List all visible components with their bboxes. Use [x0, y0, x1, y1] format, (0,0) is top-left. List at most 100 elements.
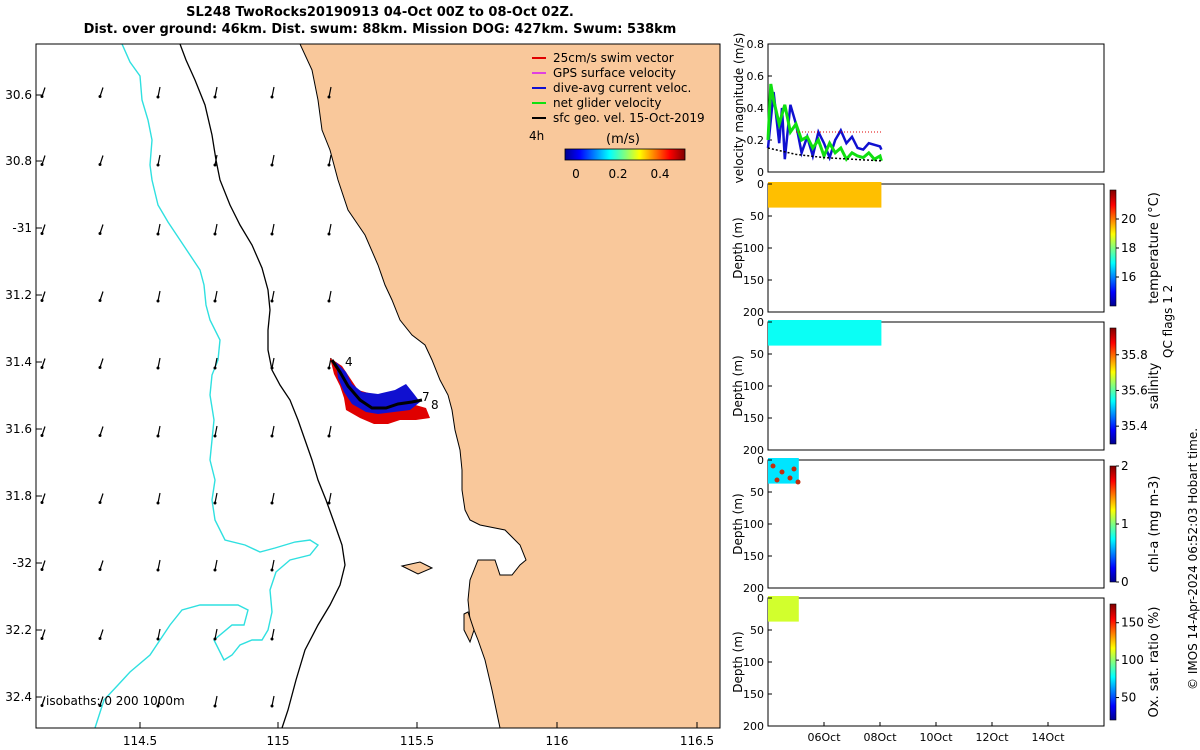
sfc-velocity-arrow — [327, 86, 332, 99]
lat-tick-label: -32 — [12, 556, 32, 570]
lat-tick-label: 32.2 — [5, 623, 32, 637]
sfc-velocity-arrow — [327, 492, 332, 505]
track-label-8: 8 — [431, 398, 439, 412]
sfc-velocity-arrow — [156, 357, 161, 370]
colorbar-unit: (m/s) — [606, 132, 640, 147]
sfc-velocity-arrow — [270, 86, 275, 99]
lat-axis: 30.6 30.8 -31 31.2 31.4 31.6 31.8 -32 32.2 32.4 — [5, 88, 42, 704]
lat-tick-label: 30.8 — [5, 154, 32, 168]
depth-ytick-label: 0 — [757, 592, 764, 605]
lat-tick-label: 31.2 — [5, 288, 32, 302]
depth-axes — [767, 597, 1105, 727]
sfc-velocity-arrow — [156, 492, 161, 505]
depth-ytick-label: 50 — [750, 348, 764, 361]
velocity-ytick-label: 0.4 — [747, 102, 765, 115]
map-frame — [35, 43, 721, 729]
lon-tick-label: 114.5 — [123, 734, 157, 748]
title-line-1: SL248 TwoRocks20190913 04-Oct 00Z to 08-… — [186, 5, 574, 20]
depth-colorbar-tick-label: 35.6 — [1121, 383, 1148, 397]
sfc-velocity-arrow — [213, 425, 218, 438]
sfc-velocity-arrow — [213, 357, 218, 370]
sfc-velocity-arrow — [156, 425, 161, 438]
velocity-series-line — [767, 147, 882, 162]
figure-title: SL248 TwoRocks20190913 04-Oct 00Z to 08-… — [0, 4, 760, 38]
velocity-ylabel: velocity magnitude (m/s) — [732, 33, 746, 184]
sfc-velocity-arrow — [270, 357, 275, 370]
sfc-velocity-arrow — [40, 224, 46, 235]
depth-ylabel: Depth (m) — [731, 355, 745, 416]
title-line-2: Dist. over ground: 46km. Dist. swum: 88k… — [83, 22, 677, 37]
sfc-velocity-arrow — [213, 223, 218, 236]
legend-label: GPS surface velocity — [553, 66, 676, 80]
isobaths-text: isobaths: 0 200 1000m — [46, 694, 185, 708]
sfc-velocity-arrow — [98, 358, 104, 369]
depth-colorbar — [1109, 189, 1117, 307]
depth-colorbar-label: Ox. sat. ratio (%) — [1147, 607, 1162, 718]
depth-ylabel: Depth (m) — [731, 217, 745, 278]
legend-label: 25cm/s swim vector — [553, 51, 674, 65]
isobaths-legend: isobaths: 0 200 1000m — [46, 694, 185, 708]
chl-hotspot — [774, 477, 780, 483]
sfc-velocity-arrow — [156, 290, 161, 303]
depth-colorbar-tick-label: 100 — [1121, 653, 1144, 667]
lat-tick-label: 31.6 — [5, 422, 32, 436]
depth-colorbar-tick-label: 35.8 — [1121, 348, 1148, 362]
sfc-velocity-arrow — [40, 493, 46, 504]
chl-hotspot — [779, 469, 785, 475]
legend-label: net glider velocity — [553, 96, 661, 110]
sfc-velocity-arrow — [213, 559, 218, 572]
glider-track: 4 7 8 — [330, 355, 439, 424]
depth-ytick-label: 200 — [743, 306, 764, 319]
speed-colorbar: (m/s) 0 0.2 0.4 — [564, 132, 686, 181]
depth-colorbar-tick-label: 20 — [1121, 212, 1136, 226]
colorbar-tick-label: 0.2 — [608, 167, 627, 181]
sfc-velocity-arrow — [40, 87, 46, 98]
sfc-geo-velocity-field — [40, 86, 332, 708]
sfc-velocity-arrow — [213, 290, 218, 303]
velocity-series-line — [766, 91, 883, 162]
legend-item: sfc geo. vel. 15-Oct-2019 — [532, 111, 705, 125]
depth-colorbar-tick-label: 150 — [1121, 616, 1144, 630]
depth-ytick-label: 100 — [743, 518, 764, 531]
sfc-velocity-arrow — [40, 696, 46, 707]
sfc-velocity-arrow — [270, 425, 275, 438]
lat-tick-label: 32.4 — [5, 690, 32, 704]
depth-ytick-label: 0 — [757, 316, 764, 329]
isobath-1000m — [94, 44, 320, 728]
sfc-velocity-arrow — [213, 154, 218, 167]
velocity-magnitude-panel: 0 0.2 0.4 0.6 0.8 velocity magnitude (m/s) — [732, 33, 1105, 184]
time-tick-label: 10Oct — [919, 731, 953, 744]
sfc-velocity-arrow — [98, 87, 104, 98]
sfc-velocity-arrow — [40, 358, 46, 369]
sfc-velocity-arrow — [156, 223, 161, 236]
lon-tick-label: 115 — [267, 734, 290, 748]
depth-ytick-label: 200 — [743, 582, 764, 595]
chl-hotspot — [770, 463, 776, 469]
sfc-velocity-arrow — [98, 493, 104, 504]
depth-ylabel: Depth (m) — [731, 493, 745, 554]
depth-colorbar-label: salinity — [1147, 362, 1162, 409]
island-rottnest — [400, 561, 434, 575]
velocity-ytick-label: 0.6 — [747, 70, 765, 83]
legend-item: net glider velocity — [532, 96, 661, 110]
depth-ytick-label: 50 — [750, 624, 764, 637]
legend-item: 25cm/s swim vector — [532, 51, 674, 65]
sfc-velocity-arrow — [98, 426, 104, 437]
lon-tick-label: 116.5 — [680, 734, 714, 748]
depth-ytick-label: 0 — [757, 178, 764, 191]
depth-colorbar-tick-label: 35.4 — [1121, 419, 1148, 433]
lon-tick-label: 116 — [546, 734, 569, 748]
velocity-ytick-label: 0 — [757, 166, 764, 179]
sfc-velocity-arrow — [40, 560, 46, 571]
depth-colorbar-label: temperature (°C) — [1147, 192, 1162, 304]
depth-colorbar-label: chl-a (mg m-3) — [1147, 476, 1162, 573]
sfc-velocity-arrow — [327, 154, 332, 167]
sfc-velocity-arrow — [98, 224, 104, 235]
depth-colorbar-tick-label: 50 — [1121, 691, 1136, 705]
depth-panel-temperature: 0 50 100 150 200 Depth (m) 16 18 20 temperature (… — [731, 178, 1162, 319]
depth-data-block — [768, 320, 882, 346]
depth-colorbar-tick-label: 18 — [1121, 241, 1136, 255]
